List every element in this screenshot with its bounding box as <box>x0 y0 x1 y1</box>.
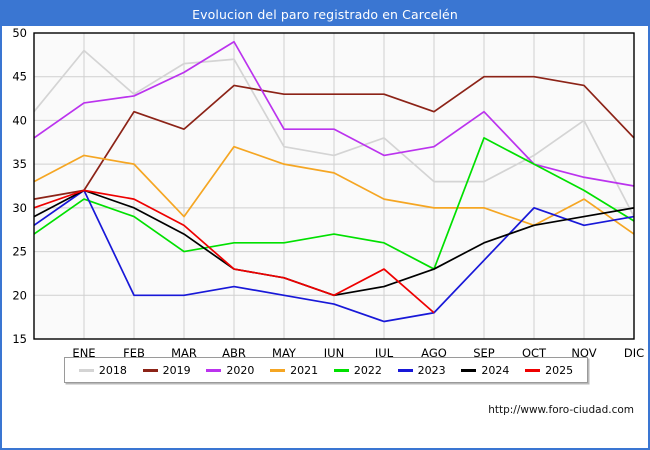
legend-item-2018[interactable]: 2018 <box>78 363 127 377</box>
x-axis-label-oct: OCT <box>522 346 547 360</box>
x-axis-label-feb: FEB <box>123 346 145 360</box>
legend-label-2021: 2021 <box>290 363 319 377</box>
x-axis-label-abr: ABR <box>222 346 246 360</box>
x-axis-label-mar: MAR <box>171 346 197 360</box>
page-title: Evolucion del paro registrado en Carcelé… <box>192 6 458 22</box>
chart-legend: 2018 2019 2020 2021 2022 2023 2024 2025 <box>64 357 588 383</box>
x-axis-label-nov: NOV <box>571 346 596 360</box>
legend-item-2024[interactable]: 2024 <box>461 364 509 377</box>
x-axis-label-ene: ENE <box>72 346 95 360</box>
legend-swatch-2020 <box>206 368 222 372</box>
legend-label-2025: 2025 <box>545 363 574 377</box>
series-line-2019 <box>33 75 635 200</box>
data-series-layer <box>33 40 635 323</box>
x-axis-tick-labels: ENE FEB MAR ABR MAY JUN JUL AGO SEP OCT NOV DIC <box>72 346 644 360</box>
x-axis-label-jun: JUN <box>323 346 344 360</box>
series-line-2018 <box>33 49 635 217</box>
chart-plot-container: 15 20 25 30 35 40 45 50 ENE FEB MAR ABR MAY JUN JUL AG… <box>2 26 648 448</box>
y-axis-label-15: 15 <box>12 332 27 346</box>
legend-item-2025[interactable]: 2025 <box>525 364 573 377</box>
legend-item-2020[interactable]: 2020 <box>206 364 254 377</box>
legend-label-2020: 2020 <box>226 363 255 377</box>
y-axis-label-25: 25 <box>12 245 27 259</box>
series-line-2025 <box>33 189 435 314</box>
source-url: http://www.foro-ciudad.com <box>488 404 634 416</box>
x-axis-label-dic: DIC <box>624 346 644 360</box>
x-axis-label-may: MAY <box>272 346 297 360</box>
legend-label-2023: 2023 <box>417 363 446 377</box>
legend-item-2021[interactable]: 2021 <box>270 364 318 377</box>
legend-item-2023[interactable]: 2023 <box>397 363 446 377</box>
legend-swatch-2021 <box>270 368 286 372</box>
y-axis-label-30: 30 <box>12 201 27 215</box>
y-axis-label-35: 35 <box>12 157 27 171</box>
legend-item-2022[interactable]: 2022 <box>333 363 382 377</box>
y-axis-tick-labels: 15 20 25 30 35 40 45 50 <box>12 26 27 346</box>
x-axis-label-ago: AGO <box>421 346 447 360</box>
y-axis-label-40: 40 <box>12 113 27 127</box>
legend-swatch-2019 <box>142 368 158 372</box>
x-axis-label-jul: JUL <box>374 346 394 360</box>
legend-swatch-2022 <box>333 368 349 372</box>
legend-item-2019[interactable]: 2019 <box>142 363 191 377</box>
plot-border <box>33 32 635 340</box>
x-axis-label-sep: SEP <box>473 346 495 360</box>
legend-swatch-2024 <box>461 368 477 372</box>
legend-label-2024: 2024 <box>481 363 510 377</box>
y-axis-label-50: 50 <box>12 26 27 40</box>
y-axis-label-20: 20 <box>12 288 27 302</box>
line-chart-svg: 15 20 25 30 35 40 45 50 ENE FEB MAR ABR MAY JUN JUL AG… <box>12 26 644 360</box>
legend-swatch-2025 <box>525 368 541 372</box>
legend-label-2022: 2022 <box>353 363 382 377</box>
series-line-2023 <box>33 189 635 323</box>
legend-swatch-2023 <box>397 368 413 372</box>
series-line-2022 <box>33 137 635 270</box>
window-title-bar: Evolucion del paro registrado en Carcelé… <box>2 2 648 26</box>
y-axis-label-45: 45 <box>12 70 27 84</box>
legend-swatch-2018 <box>78 368 94 372</box>
legend-label-2019: 2019 <box>162 363 191 377</box>
legend-label-2018: 2018 <box>98 363 127 377</box>
